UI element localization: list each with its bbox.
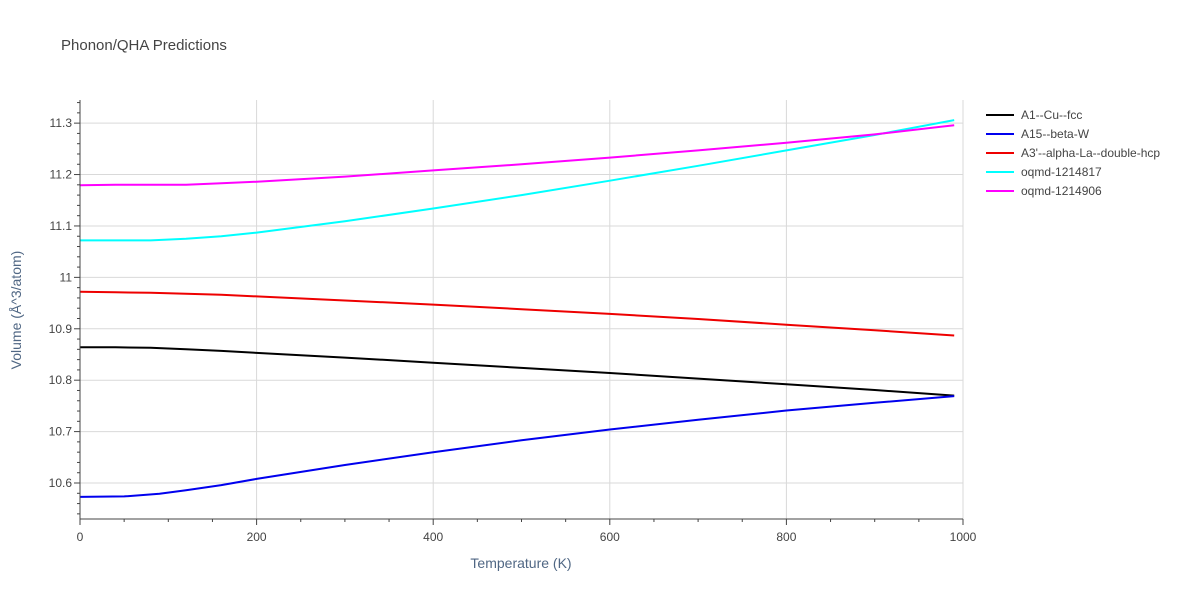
y-tick-label: 10.7 — [49, 425, 73, 439]
x-tick-label: 400 — [423, 530, 443, 544]
x-tick-label: 800 — [776, 530, 796, 544]
y-tick-label: 11.1 — [50, 219, 73, 233]
x-axis-title: Temperature (K) — [470, 555, 571, 571]
chart-title: Phonon/QHA Predictions — [61, 37, 227, 54]
legend-label-5[interactable]: oqmd-1214906 — [1021, 184, 1102, 198]
x-tick-label: 200 — [247, 530, 267, 544]
y-tick-label: 10.9 — [49, 322, 73, 336]
legend-label-2[interactable]: A15--beta-W — [1021, 127, 1090, 141]
y-tick-label: 10.8 — [49, 373, 73, 387]
y-tick-label: 10.6 — [49, 476, 73, 490]
legend: A1--Cu--fcc A15--beta-W A3'--alpha-La--dou… — [986, 108, 1160, 198]
series-line-3 — [79, 290, 955, 337]
x-tick-label: 600 — [600, 530, 620, 544]
y-tick-label: 11 — [60, 270, 73, 284]
series-line-2 — [79, 395, 955, 498]
legend-label-3[interactable]: A3'--alpha-La--double-hcp — [1021, 146, 1160, 160]
x-tick-label: 1000 — [950, 530, 977, 544]
axes: 0 200 400 600 800 1000 10.6 10.7 10.8 10.9 11 11.1 1… — [49, 100, 977, 544]
legend-label-4[interactable]: oqmd-1214817 — [1021, 165, 1102, 179]
y-axis-title: Volume (Å^3/atom) — [8, 251, 24, 370]
series-line-4 — [80, 119, 955, 242]
series-line-5 — [79, 124, 955, 187]
y-tick-label: 11.2 — [50, 168, 73, 182]
series-line-1 — [80, 346, 955, 397]
series-lines — [79, 119, 955, 498]
grid — [80, 100, 964, 519]
y-tick-label: 11.3 — [50, 116, 73, 130]
x-tick-label: 0 — [77, 530, 84, 544]
legend-label-1[interactable]: A1--Cu--fcc — [1021, 108, 1082, 122]
